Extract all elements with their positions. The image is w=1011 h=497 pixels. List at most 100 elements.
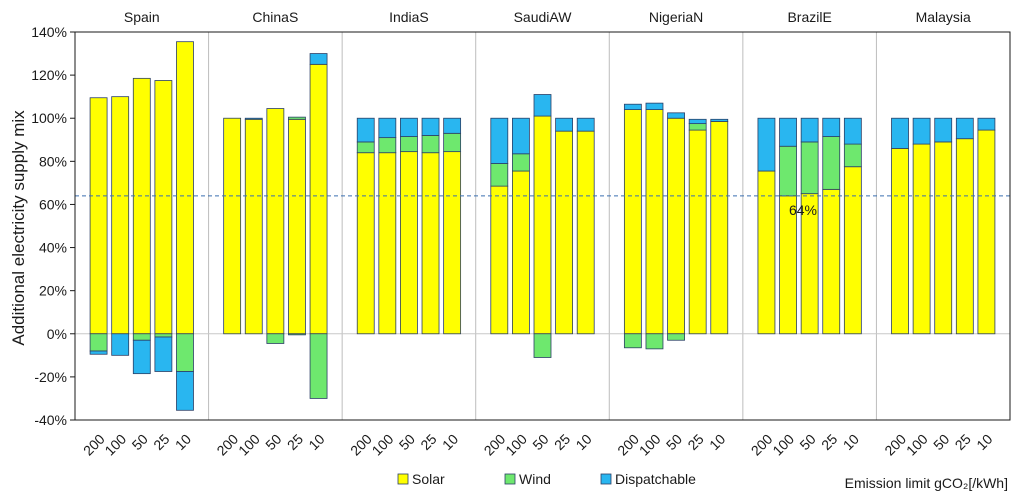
x-tick-label: 100: [369, 431, 397, 459]
x-tick-label: 100: [903, 431, 931, 459]
bar-dispatchable: [576, 117, 595, 132]
bar-solar: [533, 115, 552, 335]
panel-title: ChinaS: [252, 9, 298, 25]
legend-label-wind: Wind: [519, 471, 551, 487]
bar-solar: [266, 108, 285, 335]
y-tick-label: 60%: [39, 196, 67, 212]
x-tick-label: 100: [769, 431, 797, 459]
x-tick-label: 50: [930, 431, 952, 453]
bar-solar: [176, 41, 194, 335]
y-axis-label: Additional electricity supply mix: [9, 110, 28, 346]
y-tick-label: 140%: [31, 24, 67, 40]
bar-wind: [623, 333, 642, 349]
y-tick-label: 80%: [39, 153, 67, 169]
x-tick-label: 100: [101, 431, 129, 459]
x-tick-label: 10: [439, 431, 461, 453]
bar-solar: [309, 63, 328, 335]
bar-dispatchable: [533, 94, 552, 117]
bar-dispatchable: [356, 117, 375, 143]
bar-dispatchable: [111, 333, 130, 356]
legend-swatch-solar: [397, 473, 409, 485]
bar-solar: [132, 77, 151, 335]
x-tick-label: 100: [502, 431, 530, 459]
bar-solar: [710, 121, 729, 335]
x-tick-label: 10: [840, 431, 862, 453]
bar-wind: [688, 123, 707, 131]
bar-dispatchable: [955, 117, 974, 140]
bar-wind: [132, 333, 151, 341]
bar-wind: [645, 333, 664, 350]
x-tick-label: 25: [952, 431, 974, 453]
bar-dispatchable: [822, 117, 841, 137]
x-tick-label: 25: [684, 431, 706, 453]
bar-dispatchable: [132, 339, 151, 375]
bar-solar: [400, 151, 418, 335]
plot-frame: [74, 31, 1011, 421]
bar-dispatchable: [490, 117, 509, 164]
bar-solar: [244, 118, 263, 335]
bar-solar: [623, 109, 642, 335]
bar-solar: [645, 109, 664, 335]
bar-dispatchable: [800, 117, 819, 143]
bar-dispatchable: [176, 371, 194, 411]
bar-wind: [822, 136, 841, 190]
legend-swatch-wind: [504, 473, 516, 485]
y-tick-label: -20%: [34, 369, 67, 385]
y-tick-label: 0%: [47, 326, 67, 342]
bar-dispatchable: [688, 118, 707, 125]
bar-solar: [822, 188, 841, 335]
bar-solar: [490, 185, 509, 335]
bar-dispatchable: [891, 117, 909, 149]
x-tick-label: 25: [551, 431, 573, 453]
x-tick-label: 10: [706, 431, 728, 453]
bar-wind: [356, 141, 375, 154]
legend: Solar Wind Dispatchable: [397, 471, 696, 487]
bar-wind: [378, 137, 397, 154]
bar-wind: [176, 333, 194, 372]
bar-solar: [955, 138, 974, 335]
bar-wind: [89, 333, 108, 352]
bar-dispatchable: [512, 117, 530, 155]
bar-solar: [443, 151, 462, 335]
bar-wind: [490, 163, 509, 187]
bar-dispatchable: [309, 53, 328, 65]
x-tick-label: 10: [973, 431, 995, 453]
bar-solar: [891, 147, 909, 335]
bar-dispatchable: [934, 117, 953, 143]
bar-wind: [843, 143, 862, 168]
bar-dispatchable: [443, 117, 462, 134]
bar-dispatchable: [977, 117, 996, 131]
bar-solar: [843, 166, 862, 335]
panel-title: IndiaS: [389, 9, 429, 25]
bars-layer: [89, 41, 996, 411]
x-tick-label: 50: [262, 431, 284, 453]
bar-dispatchable: [710, 118, 729, 122]
legend-swatch-dispatchable: [600, 473, 612, 485]
bar-solar: [356, 152, 375, 335]
legend-label-dispatchable: Dispatchable: [615, 471, 696, 487]
bar-solar: [576, 130, 595, 335]
y-tick-label: 40%: [39, 240, 67, 256]
x-tick-label: 100: [235, 431, 263, 459]
panel-title: SaudiAW: [514, 9, 573, 25]
bar-dispatchable: [244, 117, 263, 120]
bar-wind: [266, 333, 285, 344]
bar-solar: [89, 97, 108, 335]
bar-dispatchable: [555, 117, 573, 132]
bar-solar: [421, 152, 440, 335]
bar-solar: [688, 129, 707, 335]
bar-solar: [977, 129, 996, 335]
bar-dispatchable: [154, 336, 173, 372]
bar-dispatchable: [667, 112, 685, 119]
y-tick-label: -40%: [34, 412, 67, 428]
bar-dispatchable: [623, 103, 642, 111]
bar-solar: [378, 152, 397, 335]
bar-wind: [512, 153, 530, 172]
bar-wind: [779, 145, 797, 197]
x-tick-label: 50: [796, 431, 818, 453]
x-tick-label: 10: [172, 431, 194, 453]
bar-solar: [154, 80, 173, 335]
x-tick-label: 100: [636, 431, 664, 459]
bar-wind: [667, 333, 685, 341]
